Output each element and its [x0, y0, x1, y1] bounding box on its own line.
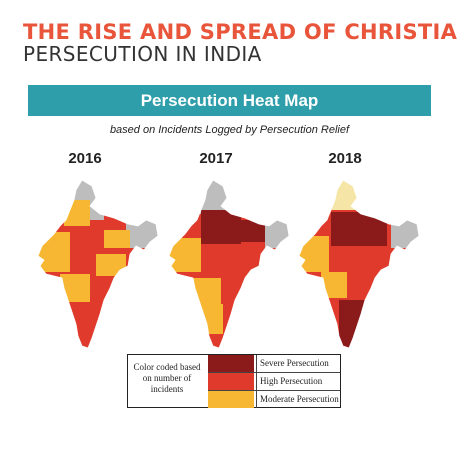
map-2016 [37, 179, 159, 349]
legend-text-moderate: Moderate Persecution [256, 391, 340, 408]
legend: Color coded based on number of incidents… [127, 354, 341, 408]
map-2018 [298, 179, 420, 349]
subtitle: based on Incidents Logged by Persecution… [109, 124, 350, 136]
section-banner: Persecution Heat Map [28, 85, 431, 116]
legend-divider [208, 372, 340, 373]
map-2017 [168, 179, 290, 349]
legend-divider [208, 390, 340, 391]
year-label-2016: 2016 [68, 150, 102, 167]
banner-title: Persecution Heat Map [140, 90, 319, 110]
headline-line-2: PERSECUTION IN INDIA [23, 42, 262, 66]
legend-swatch-severe [208, 355, 254, 372]
legend-text-high: High Persecution [256, 373, 340, 390]
year-label-2017: 2017 [199, 150, 233, 167]
legend-label: Color coded based on number of incidents [133, 362, 201, 394]
year-label-2018: 2018 [328, 150, 362, 167]
headline-line-1: THE RISE AND SPREAD OF CHRISTIAN [23, 20, 459, 44]
legend-text-severe: Severe Persecution [256, 355, 340, 372]
legend-swatch-moderate [208, 391, 254, 408]
legend-swatch-high [208, 373, 254, 390]
